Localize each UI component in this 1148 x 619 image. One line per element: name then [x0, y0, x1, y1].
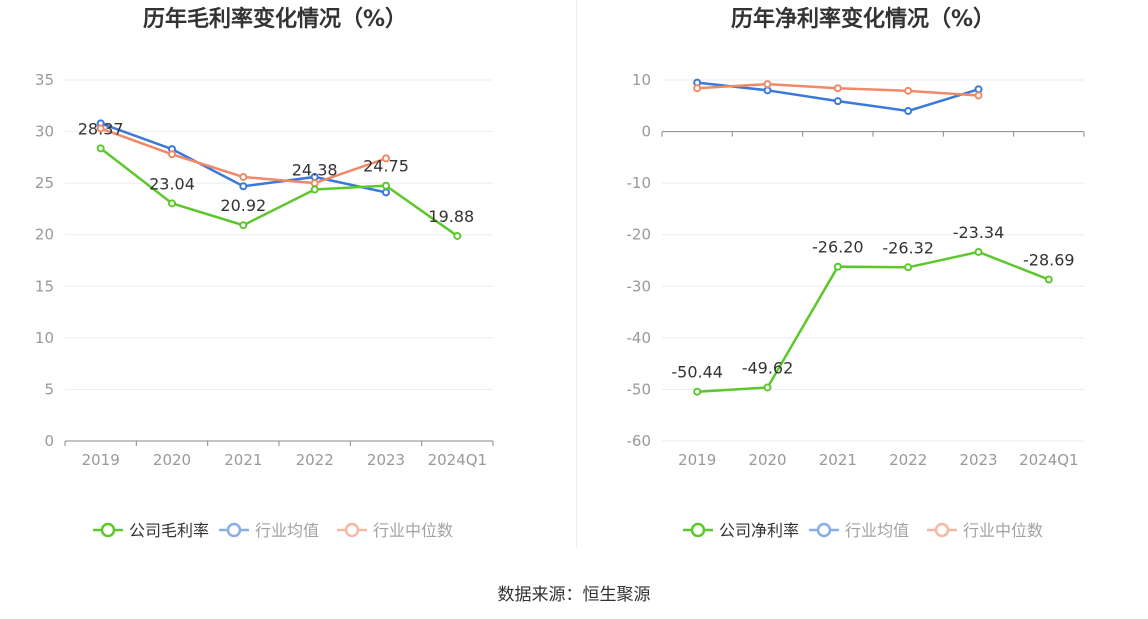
- y-tick-label: 10: [632, 71, 651, 89]
- series-line-1: [697, 250, 1050, 393]
- data-point: [974, 247, 983, 256]
- y-tick-label: -40: [627, 329, 652, 347]
- data-point: [763, 383, 772, 392]
- panel-divider: [576, 0, 577, 548]
- data-label: 20.92: [220, 196, 266, 215]
- legend-marker: [100, 522, 116, 538]
- data-point: [382, 181, 390, 190]
- legend-label: 行业中位数: [373, 521, 453, 540]
- data-point: [904, 86, 913, 95]
- data-point: [310, 179, 319, 188]
- data-point: [239, 182, 248, 191]
- legend-label: 公司净利率: [719, 521, 799, 540]
- y-tick-label: -30: [627, 277, 652, 295]
- legend-item: 行业均值: [809, 521, 909, 540]
- legend-item: 公司净利率: [683, 521, 799, 540]
- data-label: -26.32: [882, 238, 934, 257]
- x-tick-label: 2024Q1: [1019, 451, 1079, 469]
- legend-marker: [344, 522, 360, 538]
- data-label: -28.69: [1023, 251, 1075, 270]
- data-label: 19.88: [428, 207, 474, 226]
- legend-label: 行业均值: [845, 521, 909, 540]
- x-tick-label: 2022: [296, 451, 334, 469]
- data-point: [833, 97, 842, 106]
- data-point: [382, 154, 390, 163]
- data-point: [310, 185, 319, 194]
- data-source-text: 数据来源：恒生聚源: [497, 585, 651, 605]
- x-tick-label: 2021: [819, 451, 857, 469]
- data-label: -26.20: [812, 238, 864, 257]
- data-label: 24.38: [292, 161, 338, 180]
- data-point: [763, 80, 772, 89]
- y-tick-label: 10: [35, 329, 54, 347]
- data-label: -49.62: [742, 358, 794, 377]
- x-tick-label: 2020: [153, 451, 191, 469]
- x-tick-label: 2024Q1: [428, 451, 488, 469]
- y-tick-label: -10: [627, 174, 652, 192]
- series-line-1: [99, 147, 459, 237]
- data-label: -23.34: [953, 223, 1005, 242]
- data-point: [382, 188, 390, 197]
- data-label: 28.37: [78, 119, 124, 138]
- x-tick-label: 2020: [748, 451, 786, 469]
- data-point: [974, 91, 983, 100]
- y-tick-label: 35: [35, 71, 54, 89]
- net-margin-chart: 历年净利率变化情况（%） -60 -50 -40 -30 -20 -10 0 10 2019 202…: [627, 6, 1085, 540]
- y-tick-label: -20: [627, 226, 652, 244]
- data-label: 24.75: [363, 157, 409, 176]
- data-point: [168, 150, 176, 159]
- legend-marker: [226, 522, 242, 538]
- legend-item: 行业中位数: [337, 521, 453, 540]
- data-point: [974, 85, 983, 94]
- data-point: [693, 387, 702, 396]
- legend-item: 行业均值: [219, 521, 319, 540]
- data-point: [904, 263, 913, 272]
- chart-title: 历年净利率变化情况（%）: [731, 6, 995, 32]
- x-tick-label: 2021: [224, 451, 262, 469]
- y-tick-label: 15: [35, 277, 54, 295]
- y-tick-label: 20: [35, 226, 54, 244]
- data-point: [96, 144, 105, 153]
- data-point: [96, 124, 105, 133]
- y-tick-label: 5: [44, 380, 54, 398]
- data-point: [1044, 275, 1053, 284]
- y-tick-label: 25: [35, 174, 54, 192]
- legend-marker: [816, 522, 832, 538]
- data-point: [168, 199, 176, 208]
- data-label: 23.04: [149, 174, 195, 193]
- legend-label: 公司毛利率: [129, 521, 209, 540]
- data-point: [833, 262, 842, 271]
- data-label: -50.44: [671, 363, 723, 382]
- y-tick-label: -60: [627, 432, 652, 450]
- x-tick-label: 2023: [959, 451, 997, 469]
- legend-item: 行业中位数: [927, 521, 1043, 540]
- chart-title: 历年毛利率变化情况（%）: [143, 6, 407, 32]
- legend-label: 行业均值: [255, 521, 319, 540]
- legend-item: 公司毛利率: [93, 521, 209, 540]
- data-point: [693, 84, 702, 93]
- y-tick-label: 30: [35, 123, 54, 141]
- x-tick-label: 2022: [889, 451, 927, 469]
- data-point: [904, 106, 913, 115]
- x-tick-label: 2019: [82, 451, 120, 469]
- legend-marker: [690, 522, 706, 538]
- y-tick-label: 0: [44, 432, 54, 450]
- gross-margin-chart: 历年毛利率变化情况（%） 0 5 10 15 20 25 30 35 2019 2020 2021 20…: [35, 6, 494, 540]
- data-point: [239, 221, 248, 230]
- data-point: [833, 84, 842, 93]
- y-tick-label: 0: [641, 123, 651, 141]
- data-point: [239, 172, 248, 181]
- data-point: [763, 86, 772, 95]
- x-tick-label: 2019: [678, 451, 716, 469]
- legend-marker: [934, 522, 950, 538]
- x-tick-label: 2023: [367, 451, 405, 469]
- legend-label: 行业中位数: [963, 521, 1043, 540]
- y-tick-label: -50: [627, 380, 652, 398]
- data-point: [453, 231, 462, 240]
